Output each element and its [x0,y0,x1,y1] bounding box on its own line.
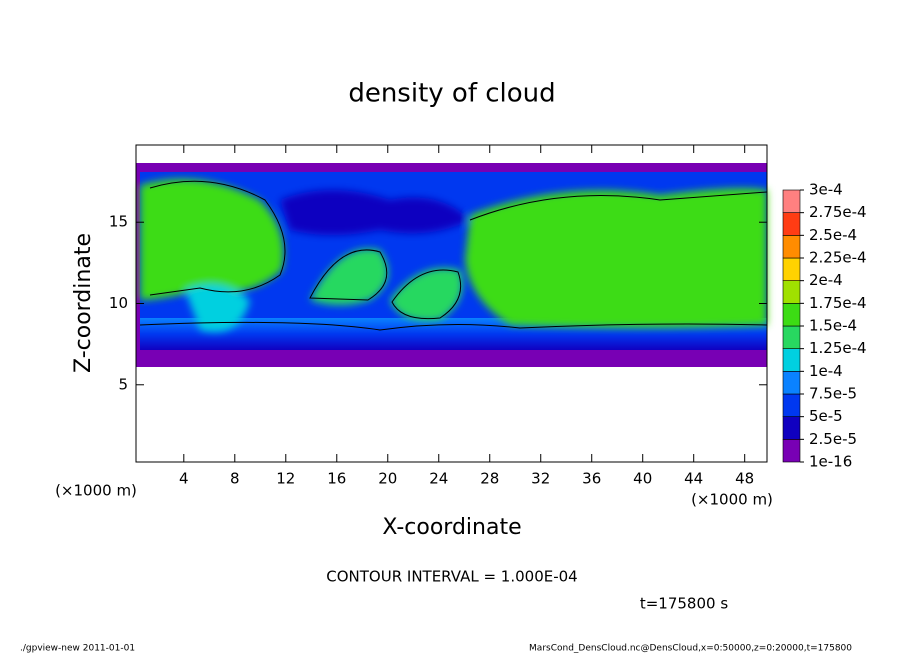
x-axis-label: X-coordinate [382,515,521,540]
contour-line [149,180,286,296]
x-tick-label: 48 [735,470,754,488]
colorbar-label: 2.25e-4 [809,249,867,267]
x-tick-label: 20 [378,470,397,488]
field [136,163,768,367]
y-axis-label: Z-coordinate [71,233,96,373]
x-tick-label: 4 [179,470,189,488]
colorbar-segment [782,257,801,281]
field-region [185,284,250,332]
time-label: t=175800 s [640,595,728,613]
x-tick-label: 24 [429,470,448,488]
colorbar-segment [782,235,801,259]
x-tick-label: 8 [230,470,240,488]
colorbar-label: 3e-4 [809,181,843,199]
colorbar-label: 2.5e-4 [809,226,857,244]
colorbar-label: 5e-5 [809,407,843,425]
colorbar-segment [782,371,801,395]
colorbar-segment [782,325,801,349]
colorbar-segment [782,280,801,304]
chart-title: density of cloud [348,79,555,109]
colorbar-segment [782,439,801,463]
footer-right: MarsCond_DensCloud.nc@DensCloud,x=0:5000… [529,644,852,654]
x-tick-label: 28 [480,470,499,488]
x-tick-label: 12 [276,470,295,488]
x-tick-label: 40 [633,470,652,488]
colorbar-label: 1e-16 [809,453,852,471]
colorbar-label: 1.25e-4 [809,339,867,357]
contour-interval: CONTOUR INTERVAL = 1.000E-04 [326,568,577,586]
colorbar-label: 2e-4 [809,271,843,289]
field-region [390,268,463,321]
field-region [465,188,767,328]
field-region [140,179,284,300]
colorbar-segment [782,303,801,327]
field-region [280,190,470,235]
colorbar-segment [782,348,801,372]
y-tick-label: 15 [109,213,128,231]
colorbar-label: 1.75e-4 [809,294,867,312]
x-tick-label: 44 [684,470,703,488]
x-unit: (×1000 m) [691,491,773,509]
x-tick-label: 16 [327,470,346,488]
y-unit: (×1000 m) [55,482,137,500]
footer-left: ./gpview-new 2011-01-01 [20,644,135,654]
colorbar-segment [782,189,801,213]
colorbar-label: 1.5e-4 [809,317,857,335]
field-region [310,248,388,305]
y-tick-label: 10 [109,294,128,312]
colorbar-label: 7.5e-5 [809,385,857,403]
contour-line [469,191,768,221]
colorbar-segment [782,393,801,417]
y-tick-label: 5 [118,375,128,393]
x-tick-label: 32 [531,470,550,488]
colorbar-segment [782,212,801,236]
colorbar-label: 2.5e-5 [809,430,857,448]
colorbar-segment [782,416,801,440]
x-tick-label: 36 [582,470,601,488]
colorbar-label: 1e-4 [809,362,843,380]
contour-line [139,321,768,331]
contour-line [309,249,462,320]
colorbar-label: 2.75e-4 [809,203,867,221]
